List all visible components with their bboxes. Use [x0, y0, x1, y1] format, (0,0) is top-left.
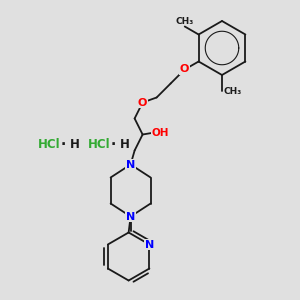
Text: CH₃: CH₃ — [176, 16, 194, 26]
Text: ·: · — [110, 138, 116, 152]
Text: H: H — [70, 139, 80, 152]
Text: CH₃: CH₃ — [224, 86, 242, 95]
Text: N: N — [126, 212, 135, 221]
Text: HCl: HCl — [38, 139, 61, 152]
Text: ·: · — [60, 138, 66, 152]
Text: O: O — [138, 98, 147, 107]
Text: OH: OH — [152, 128, 170, 137]
Text: H: H — [120, 139, 130, 152]
Text: HCl: HCl — [88, 139, 111, 152]
Text: N: N — [145, 239, 154, 250]
Text: O: O — [180, 64, 189, 74]
Text: N: N — [126, 160, 135, 170]
